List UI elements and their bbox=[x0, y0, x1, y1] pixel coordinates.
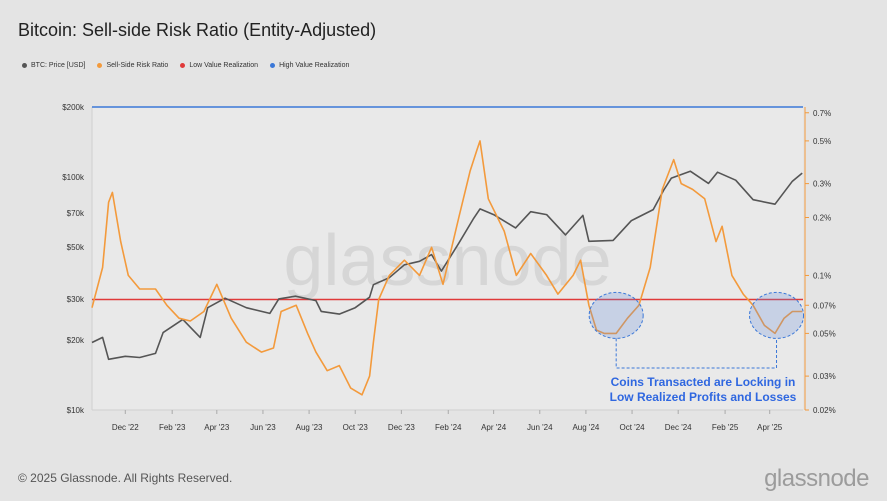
x-tick-label: Feb '23 bbox=[159, 423, 186, 432]
plot-area bbox=[92, 107, 803, 410]
highlight-ellipse-1 bbox=[588, 291, 644, 339]
y-left-tick-label: $200k bbox=[62, 103, 85, 112]
legend-dot-high bbox=[270, 63, 276, 68]
btc-price-line bbox=[91, 170, 803, 361]
y-right-tick-label: 0.7% bbox=[813, 109, 831, 118]
y-right-tick-label: 0.3% bbox=[813, 180, 831, 189]
legend-item-price[interactable]: BTC: Price [USD] bbox=[22, 62, 85, 69]
x-tick-label: Feb '25 bbox=[712, 423, 739, 432]
highlight-ellipse-2 bbox=[749, 291, 805, 339]
x-tick-label: Apr '24 bbox=[481, 423, 507, 432]
x-tick-label: Feb '24 bbox=[435, 423, 462, 432]
copyright: © 2025 Glassnode. All Rights Reserved. bbox=[18, 471, 233, 485]
y-left-tick-label: $50k bbox=[67, 243, 85, 252]
x-tick-label: Oct '24 bbox=[620, 423, 646, 432]
legend-label-price: BTC: Price [USD] bbox=[31, 62, 86, 69]
legend-item-low[interactable]: Low Value Realization bbox=[180, 62, 258, 69]
y-right-tick-label: 0.07% bbox=[813, 301, 836, 310]
x-tick-label: Aug '24 bbox=[572, 423, 599, 432]
x-tick-label: Dec '24 bbox=[665, 423, 692, 432]
y-right-tick-label: 0.5% bbox=[813, 137, 831, 146]
annotation-line-2: Low Realized Profits and Losses bbox=[610, 390, 797, 404]
legend-dot-low bbox=[180, 63, 186, 68]
x-tick-label: Dec '22 bbox=[112, 423, 139, 432]
legend-label-ssr: Sell-Side Risk Ratio bbox=[106, 62, 169, 69]
x-tick-label: Aug '23 bbox=[296, 423, 323, 432]
x-tick-label: Jun '23 bbox=[250, 423, 276, 432]
y-right-tick-label: 0.2% bbox=[813, 214, 831, 223]
y-right-tick-label: 0.02% bbox=[813, 406, 836, 415]
legend-item-high[interactable]: High Value Realization bbox=[270, 62, 349, 69]
legend-item-ssr[interactable]: Sell-Side Risk Ratio bbox=[97, 62, 168, 69]
legend-label-high: High Value Realization bbox=[279, 62, 350, 69]
brand-logo: glassnode bbox=[764, 465, 869, 492]
y-left-tick-label: $30k bbox=[67, 295, 85, 304]
x-tick-label: Dec '23 bbox=[388, 423, 415, 432]
legend-dot-price bbox=[22, 63, 27, 68]
x-tick-label: Jun '24 bbox=[527, 423, 553, 432]
y-left-tick-label: $20k bbox=[67, 336, 85, 345]
x-tick-label: Apr '25 bbox=[757, 423, 783, 432]
y-left-tick-label: $100k bbox=[62, 173, 85, 182]
y-right-tick-label: 0.03% bbox=[813, 372, 836, 381]
y-left-tick-label: $70k bbox=[67, 209, 85, 218]
legend-dot-ssr bbox=[97, 63, 103, 68]
chart-title: Bitcoin: Sell-side Risk Ratio (Entity-Ad… bbox=[18, 20, 377, 40]
legend-label-low: Low Value Realization bbox=[189, 62, 259, 69]
sell-side-risk-ratio-line bbox=[91, 140, 803, 396]
annotation-line-1: Coins Transacted are Locking in bbox=[611, 375, 796, 389]
y-right-tick-label: 0.05% bbox=[813, 329, 836, 338]
x-tick-label: Apr '23 bbox=[204, 423, 230, 432]
x-tick-label: Oct '23 bbox=[343, 423, 369, 432]
y-left-tick-label: $10k bbox=[67, 406, 85, 415]
legend: BTC: Price [USD] Sell-Side Risk Ratio Lo… bbox=[22, 62, 349, 69]
y-right-tick-label: 0.1% bbox=[813, 271, 831, 280]
